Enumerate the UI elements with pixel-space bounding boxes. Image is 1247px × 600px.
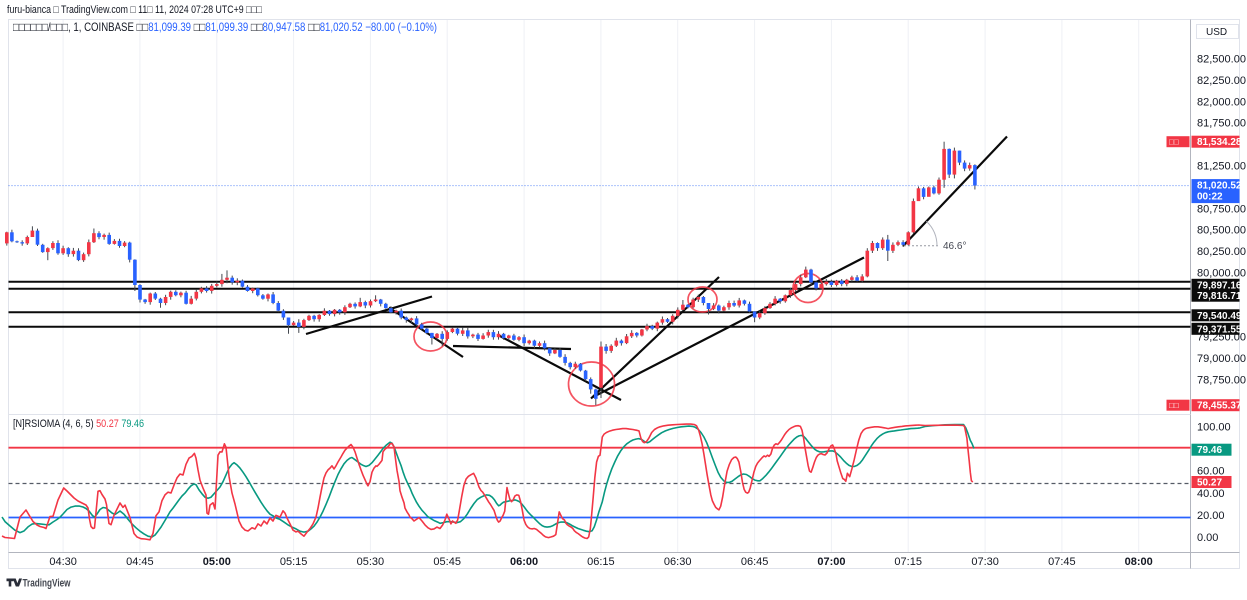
svg-text:80,750.00: 80,750.00	[1197, 203, 1246, 215]
svg-text:81,534.28: 81,534.28	[1197, 137, 1242, 148]
svg-text:60.00: 60.00	[1197, 466, 1225, 478]
svg-text:04:45: 04:45	[126, 556, 154, 568]
svg-text:40.00: 40.00	[1197, 488, 1225, 500]
svg-text:20.00: 20.00	[1197, 510, 1225, 522]
svg-text:□□: □□	[1169, 138, 1179, 147]
svg-text:79,540.49: 79,540.49	[1197, 311, 1242, 322]
svg-text:04:30: 04:30	[49, 556, 77, 568]
svg-text:08:00: 08:00	[1125, 556, 1153, 568]
svg-text:78,455.37: 78,455.37	[1197, 401, 1242, 412]
svg-text:82,250.00: 82,250.00	[1197, 75, 1246, 87]
svg-text:□□□□□□/□□□, 1, COINBASE □□81,: □□□□□□/□□□, 1, COINBASE □□81,099.39 □□81…	[13, 20, 437, 34]
svg-text:46.6°: 46.6°	[943, 241, 966, 252]
svg-text:80,000.00: 80,000.00	[1197, 268, 1246, 280]
svg-text:furu-bianca □ TradingView.com: furu-bianca □ TradingView.com □ 11□ 11, …	[7, 4, 262, 16]
svg-text:00:22: 00:22	[1197, 192, 1223, 203]
svg-text:81,750.00: 81,750.00	[1197, 118, 1246, 130]
svg-text:81,020.52: 81,020.52	[1197, 181, 1242, 192]
svg-text:07:30: 07:30	[971, 556, 999, 568]
svg-text:80,500.00: 80,500.00	[1197, 225, 1246, 237]
svg-text:07:45: 07:45	[1048, 556, 1076, 568]
svg-text:TradingView: TradingView	[23, 578, 71, 590]
svg-text:06:00: 06:00	[510, 556, 538, 568]
svg-text:79,371.55: 79,371.55	[1197, 324, 1242, 335]
svg-text:79,816.71: 79,816.71	[1197, 291, 1242, 302]
svg-text:05:15: 05:15	[280, 556, 308, 568]
svg-text:06:30: 06:30	[664, 556, 692, 568]
svg-text:79,897.16: 79,897.16	[1197, 280, 1242, 291]
svg-text:05:00: 05:00	[203, 556, 231, 568]
svg-text:06:15: 06:15	[587, 556, 615, 568]
svg-text:82,000.00: 82,000.00	[1197, 96, 1246, 108]
svg-text:06:45: 06:45	[741, 556, 769, 568]
svg-text:80,250.00: 80,250.00	[1197, 246, 1246, 258]
svg-text:07:15: 07:15	[894, 556, 922, 568]
svg-text:81,250.00: 81,250.00	[1197, 161, 1246, 173]
svg-text:0.00: 0.00	[1197, 532, 1218, 544]
svg-text:100.00: 100.00	[1197, 422, 1231, 434]
svg-text:USD: USD	[1206, 27, 1227, 38]
svg-text:82,500.00: 82,500.00	[1197, 54, 1246, 66]
svg-text:□□: □□	[1169, 401, 1179, 410]
svg-text:79,000.00: 79,000.00	[1197, 353, 1246, 365]
svg-text:[N]RSIOMA (4, 6, 5) 50.27 79.4: [N]RSIOMA (4, 6, 5) 50.27 79.46	[13, 418, 144, 430]
svg-text:05:30: 05:30	[357, 556, 385, 568]
svg-text:50.27: 50.27	[1197, 478, 1222, 489]
svg-text:79.46: 79.46	[1197, 445, 1222, 456]
svg-text:05:45: 05:45	[433, 556, 461, 568]
svg-text:07:00: 07:00	[817, 556, 845, 568]
svg-text:78,750.00: 78,750.00	[1197, 375, 1246, 387]
